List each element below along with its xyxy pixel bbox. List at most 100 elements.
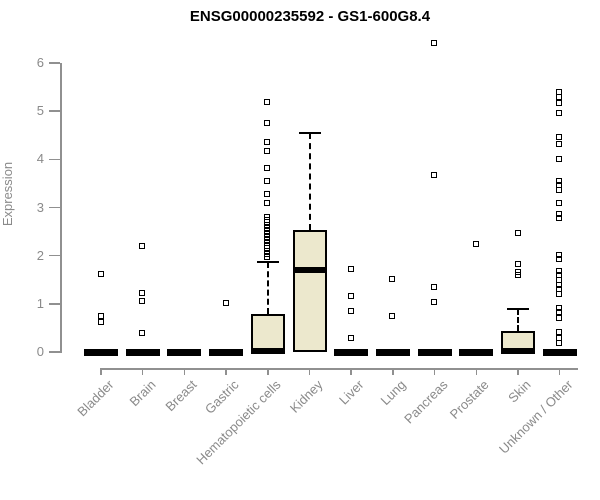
outlier-point xyxy=(514,229,521,236)
outlier-point xyxy=(556,109,563,116)
x-category-label: Gastric xyxy=(201,377,242,417)
y-tick xyxy=(49,254,60,257)
outlier-point xyxy=(556,177,563,184)
outlier-point xyxy=(139,289,146,296)
whisker-line xyxy=(266,261,269,315)
whisker-cap xyxy=(507,307,529,311)
outlier-point xyxy=(264,99,271,106)
whisker-line xyxy=(517,309,519,331)
outlier-point xyxy=(264,165,271,172)
outlier-point xyxy=(556,286,563,293)
outlier-point xyxy=(389,313,396,320)
collapsed-box xyxy=(125,349,160,356)
x-axis-line xyxy=(100,368,578,370)
collapsed-box xyxy=(167,349,202,356)
x-category-label: Kidney xyxy=(286,377,326,416)
outlier-point xyxy=(431,299,438,306)
outlier-point xyxy=(431,284,438,291)
outlier-point xyxy=(514,272,521,279)
x-tick xyxy=(141,368,144,375)
outlier-point xyxy=(556,93,563,100)
outlier-point xyxy=(264,177,271,184)
x-category-label: Lung xyxy=(377,377,409,409)
whisker-cap xyxy=(256,260,279,264)
outlier-point xyxy=(472,240,479,247)
y-tick-label: 1 xyxy=(36,295,44,311)
x-tick xyxy=(350,368,352,375)
collapsed-box xyxy=(459,349,494,356)
outlier-point xyxy=(556,272,563,279)
x-category-label: Brain xyxy=(126,377,159,410)
x-tick xyxy=(475,368,478,375)
outlier-point xyxy=(556,99,563,106)
outlier-point xyxy=(139,242,146,249)
y-tick-label: 0 xyxy=(36,344,44,359)
outlier-point xyxy=(556,314,563,321)
x-tick xyxy=(308,368,311,375)
x-category-label: Bladder xyxy=(74,377,117,420)
collapsed-box xyxy=(84,349,118,356)
chart-title: ENSG00000235592 - GS1-600G8.4 xyxy=(189,8,431,25)
y-tick xyxy=(49,110,60,112)
outlier-point xyxy=(264,147,271,154)
outlier-point xyxy=(556,328,563,335)
outlier-point xyxy=(556,133,563,140)
x-category-label: Pancreas xyxy=(400,377,451,427)
outlier-point xyxy=(514,269,521,276)
x-tick xyxy=(100,368,102,375)
box-median xyxy=(250,348,285,355)
outlier-point xyxy=(389,276,396,283)
collapsed-box xyxy=(334,349,369,356)
y-tick-label: 2 xyxy=(36,247,44,263)
collapsed-box xyxy=(375,349,410,356)
y-tick xyxy=(49,158,60,161)
outlier-point xyxy=(347,307,354,314)
outlier-point xyxy=(556,186,563,193)
y-tick xyxy=(49,351,60,353)
x-tick xyxy=(558,368,561,375)
outlier-point xyxy=(264,191,271,198)
outlier-point xyxy=(556,214,563,221)
outlier-point xyxy=(264,139,271,146)
collapsed-box xyxy=(417,349,452,356)
outlier-point xyxy=(556,256,563,263)
outlier-point xyxy=(97,271,104,278)
box-median xyxy=(501,348,535,355)
outlier-point xyxy=(556,334,563,341)
x-tick xyxy=(225,368,227,375)
outlier-point xyxy=(264,199,271,206)
outlier-point xyxy=(139,329,146,336)
outlier-point xyxy=(222,300,229,307)
x-tick xyxy=(517,368,519,375)
outlier-point xyxy=(347,265,354,272)
x-category-label: Breast xyxy=(162,377,200,415)
y-tick-label: 3 xyxy=(36,199,44,215)
x-category-label: Liver xyxy=(336,377,367,408)
outlier-point xyxy=(347,292,354,299)
whisker-line xyxy=(308,132,311,231)
outlier-point xyxy=(139,298,146,305)
box-median xyxy=(292,267,327,274)
outlier-point xyxy=(431,171,438,178)
collapsed-box xyxy=(542,349,577,356)
outlier-point xyxy=(264,119,271,126)
y-tick-label: 4 xyxy=(36,151,44,167)
outlier-point xyxy=(556,252,563,259)
outlier-point xyxy=(556,290,563,297)
y-tick-label: 6 xyxy=(36,55,44,70)
box xyxy=(292,230,327,352)
outlier-point xyxy=(264,254,271,261)
y-tick xyxy=(49,206,60,209)
outlier-point xyxy=(347,335,354,341)
outlier-point xyxy=(556,140,563,147)
x-category-label: Skin xyxy=(505,377,534,406)
outlier-point xyxy=(97,318,104,325)
x-tick xyxy=(392,368,394,375)
collapsed-box xyxy=(209,349,244,356)
x-tick xyxy=(433,368,436,375)
x-tick xyxy=(183,368,186,375)
whisker-cap xyxy=(298,131,321,135)
outlier-point xyxy=(556,199,563,206)
y-tick xyxy=(49,62,60,64)
y-tick xyxy=(49,303,60,305)
